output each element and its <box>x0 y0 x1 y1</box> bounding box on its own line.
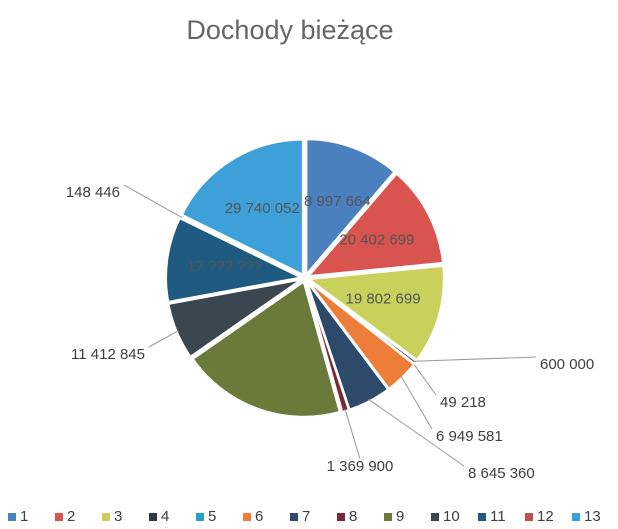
legend-label: 10 <box>443 508 460 525</box>
data-label: 20 402 699 <box>339 232 414 249</box>
legend-swatch <box>243 513 251 521</box>
legend-label: 9 <box>396 508 404 525</box>
legend-swatch <box>290 513 298 521</box>
pie-slice <box>180 138 304 277</box>
leader-line <box>400 375 433 430</box>
leader-line <box>344 408 361 460</box>
pie-slice <box>305 138 396 277</box>
legend-swatch <box>431 513 439 521</box>
legend-label: 3 <box>114 508 122 525</box>
pie-slice <box>306 264 445 362</box>
data-label: 6 949 581 <box>436 428 503 445</box>
legend-swatch <box>102 513 110 521</box>
legend-swatch <box>478 513 486 521</box>
data-label: 8 645 360 <box>468 465 535 482</box>
legend-swatch <box>8 513 16 521</box>
data-label: 29 740 052 <box>225 200 300 217</box>
data-label: 148 446 <box>66 184 120 201</box>
leader-line <box>123 184 183 219</box>
legend-label: 2 <box>67 508 75 525</box>
legend-swatch <box>572 513 580 521</box>
data-label: 19 802 699 <box>345 291 420 308</box>
legend-swatch <box>196 513 204 521</box>
legend-swatch <box>384 513 392 521</box>
legend-label: 4 <box>161 508 169 525</box>
pie-slice <box>306 172 444 278</box>
pie-slice <box>191 280 341 418</box>
leader-line <box>412 362 437 396</box>
leader-line <box>413 356 537 362</box>
pie-slice <box>165 216 305 304</box>
data-label: 18 997 664 <box>296 193 371 210</box>
data-label: 11 412 845 <box>71 346 145 363</box>
legend-label: 1 <box>20 508 28 525</box>
legend-swatch <box>149 513 157 521</box>
legend-label: 12 <box>537 508 554 525</box>
data-label: 17 ??? ??? <box>187 258 262 275</box>
legend-swatch <box>525 513 533 521</box>
data-label: 1 369 900 <box>327 458 394 475</box>
legend-label: 5 <box>208 508 216 525</box>
legend-swatch <box>55 513 63 521</box>
legend-label: 13 <box>584 508 601 525</box>
leader-line <box>368 398 465 467</box>
legend-label: 6 <box>255 508 263 525</box>
legend-swatch <box>337 513 345 521</box>
leader-line <box>148 330 179 348</box>
legend-label: 11 <box>490 508 506 525</box>
chart-title: Dochody bieżące <box>186 15 393 45</box>
data-label: 49 218 <box>440 394 486 411</box>
legend-label: 8 <box>349 508 357 525</box>
legend-label: 7 <box>302 508 310 525</box>
data-label: 600 000 <box>540 356 594 373</box>
